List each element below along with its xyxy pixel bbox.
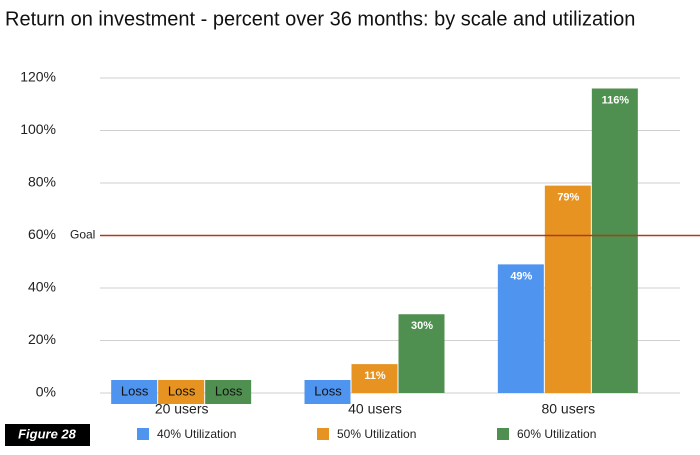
value-label: Loss bbox=[215, 383, 243, 398]
legend-swatch bbox=[317, 428, 329, 440]
legend-label: 40% Utilization bbox=[157, 427, 236, 441]
y-tick-label: 100% bbox=[20, 121, 56, 137]
legend-label: 50% Utilization bbox=[337, 427, 416, 441]
y-tick-label: 60% bbox=[28, 226, 56, 242]
x-tick-label: 80 users bbox=[541, 401, 595, 417]
loss-box bbox=[304, 380, 351, 404]
value-label: Loss bbox=[314, 383, 342, 398]
value-label: 116% bbox=[602, 94, 630, 106]
chart-title: Return on investment - percent over 36 m… bbox=[5, 8, 635, 30]
y-tick-label: 0% bbox=[36, 384, 56, 400]
loss-box bbox=[205, 380, 252, 404]
legend-label: 60% Utilization bbox=[517, 427, 596, 441]
bar bbox=[591, 88, 638, 393]
x-tick-label: 20 users bbox=[155, 401, 209, 417]
bar bbox=[497, 264, 544, 393]
figure-label: Figure 28 bbox=[18, 426, 77, 441]
value-label: 30% bbox=[411, 320, 433, 332]
goal-label: Goal bbox=[70, 228, 95, 242]
x-tick-label: 40 users bbox=[348, 401, 402, 417]
y-tick-label: 40% bbox=[28, 279, 56, 295]
bar bbox=[398, 314, 445, 393]
value-label: 11% bbox=[364, 370, 386, 382]
value-label: Loss bbox=[121, 383, 149, 398]
value-label: Loss bbox=[168, 383, 196, 398]
loss-box bbox=[111, 380, 158, 404]
bar bbox=[544, 185, 591, 393]
y-tick-label: 120% bbox=[20, 69, 56, 85]
legend-swatch bbox=[497, 428, 509, 440]
bar bbox=[351, 364, 398, 393]
figure-badge bbox=[5, 424, 90, 446]
y-tick-label: 80% bbox=[28, 174, 56, 190]
value-label: 49% bbox=[510, 270, 532, 282]
loss-box bbox=[158, 380, 205, 404]
legend-swatch bbox=[137, 428, 149, 440]
y-tick-label: 20% bbox=[28, 331, 56, 347]
value-label: 79% bbox=[557, 192, 579, 204]
